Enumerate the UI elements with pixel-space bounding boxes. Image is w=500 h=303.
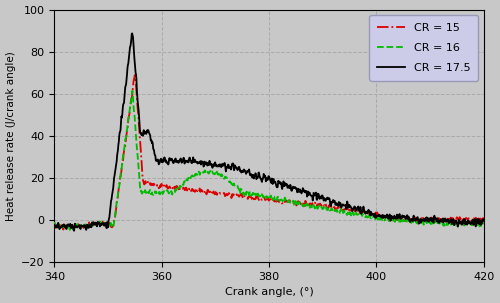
X-axis label: Crank angle, (°): Crank angle, (°) [224, 288, 314, 298]
Y-axis label: Heat release rate (J/crank angle): Heat release rate (J/crank angle) [6, 51, 16, 221]
Legend: CR = 15, CR = 16, CR = 17.5: CR = 15, CR = 16, CR = 17.5 [370, 15, 478, 81]
